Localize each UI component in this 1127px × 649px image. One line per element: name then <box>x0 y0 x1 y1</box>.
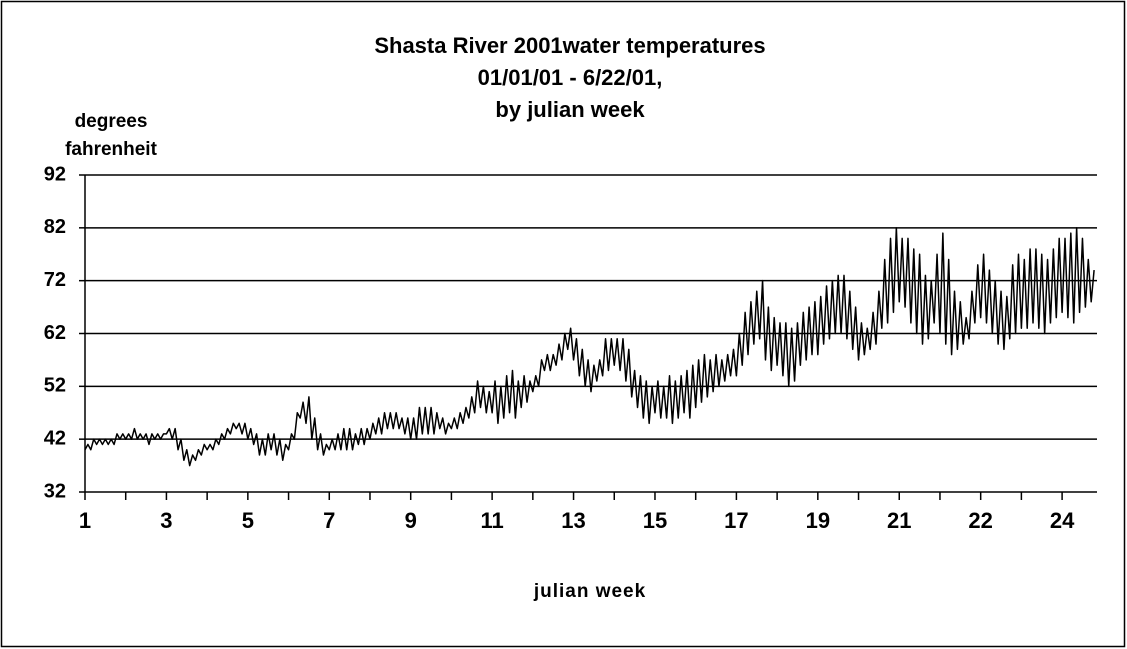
x-tick-label: 19 <box>806 508 830 533</box>
y-tick-label: 72 <box>44 269 66 291</box>
x-tick-label: 7 <box>323 508 335 533</box>
x-tick-label: 1 <box>79 508 91 533</box>
x-tick-label: 5 <box>242 508 254 533</box>
x-tick-label: 21 <box>887 508 911 533</box>
x-tick-label: 15 <box>643 508 667 533</box>
y-tick-label: 82 <box>44 216 66 238</box>
y-tick-label: 62 <box>44 322 66 344</box>
data-line <box>84 227 1095 467</box>
y-axis-label: degrees <box>75 111 148 132</box>
x-tick-label: 9 <box>405 508 417 533</box>
y-tick-label: 52 <box>44 375 66 397</box>
chart-title: 01/01/01 - 6/22/01, <box>478 65 663 90</box>
chart-title: by julian week <box>495 97 645 122</box>
y-tick-label: 32 <box>44 480 66 502</box>
x-tick-label: 24 <box>1050 508 1075 533</box>
x-tick-label: 3 <box>160 508 172 533</box>
x-tick-label: 22 <box>968 508 992 533</box>
y-axis-label: fahrenheit <box>65 139 158 160</box>
x-tick-label: 13 <box>561 508 585 533</box>
x-axis-label: julian week <box>533 581 646 602</box>
y-tick-label: 92 <box>44 163 66 185</box>
y-tick-label: 42 <box>44 427 66 449</box>
chart-title: Shasta River 2001water temperatures <box>374 33 765 58</box>
x-tick-label: 11 <box>480 508 503 533</box>
x-tick-label: 17 <box>724 508 748 533</box>
